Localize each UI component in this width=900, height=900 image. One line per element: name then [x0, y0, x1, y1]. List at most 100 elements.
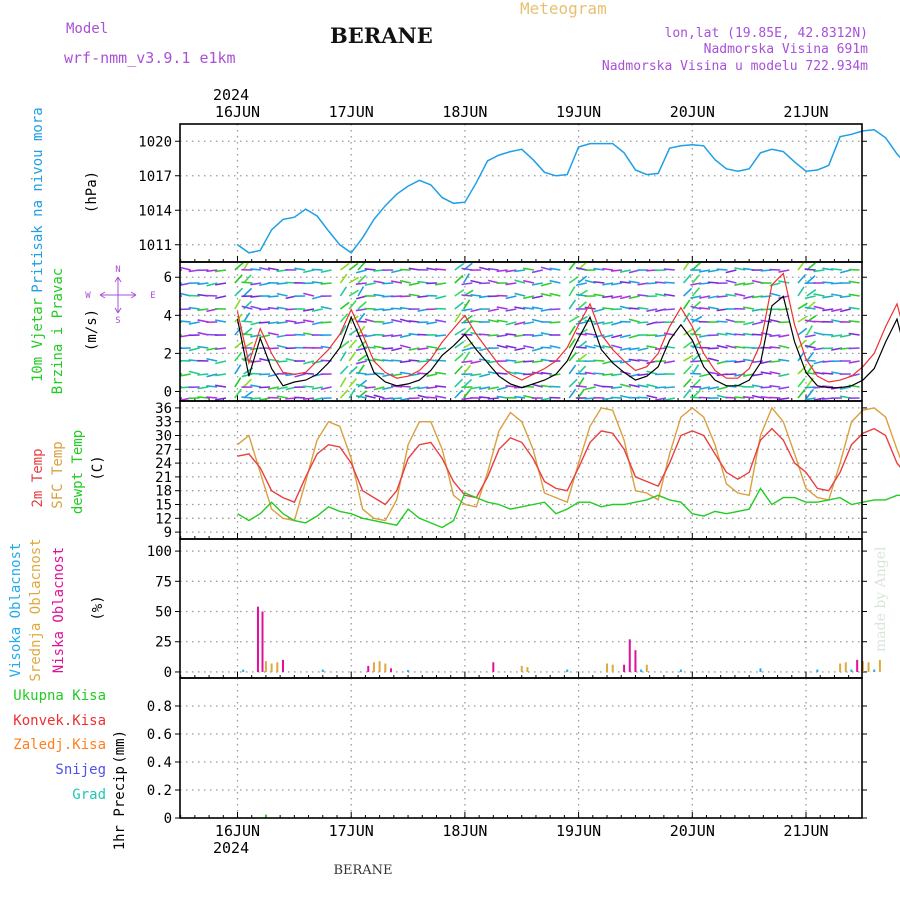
panel-labels: Pritisak na nivou mora (hPa) 10m Vjetar …	[8, 107, 156, 850]
wind-arrow	[522, 360, 535, 363]
y-tick-label: 0.4	[147, 755, 172, 771]
wind-arrow	[479, 373, 491, 378]
wind-arrow	[250, 397, 262, 400]
wind-arrow	[505, 333, 517, 336]
wind-arrow	[707, 269, 719, 273]
hail-label: Grad	[72, 787, 106, 803]
wind-arrow	[357, 312, 366, 323]
wind-arrow	[417, 386, 429, 390]
wind-arrow	[831, 308, 843, 313]
wind-arrow	[267, 358, 279, 362]
panel-frame	[179, 677, 863, 819]
wind-arrow	[382, 308, 394, 312]
compass-icon: N S W E	[85, 265, 155, 326]
wind-arrow	[593, 267, 605, 271]
wind-arrow	[716, 295, 728, 298]
wind-arrow	[584, 319, 596, 323]
model-elevation-text: Nadmorska Visina u modelu 722.934m	[602, 59, 868, 74]
wind-arrow	[355, 360, 367, 365]
wind-arrow	[505, 359, 517, 362]
wind-arrow	[531, 383, 543, 388]
wind-arrow	[663, 345, 675, 349]
wind-arrow	[531, 347, 544, 352]
wind-arrow	[267, 267, 279, 271]
top-day-label: 16JUN	[215, 103, 260, 121]
pressure-ylabel: Pritisak na nivou mora	[30, 107, 46, 292]
y-tick-label: 0.6	[147, 727, 172, 743]
wind-arrow	[357, 286, 365, 297]
wind-arrow	[716, 320, 728, 323]
wind-arrow	[348, 378, 357, 388]
wind-arrow	[743, 295, 755, 300]
wind-arrow	[454, 289, 465, 297]
wind-arrow	[514, 269, 526, 273]
wind-arrow	[610, 269, 623, 272]
wind-arrow	[619, 347, 631, 351]
wind-arrow	[243, 378, 252, 388]
wind-arrow	[593, 280, 605, 284]
wind-arrow	[602, 373, 614, 376]
wind-arrow	[848, 347, 860, 350]
wind-arrow	[523, 295, 535, 300]
wind-arrow	[797, 388, 806, 399]
wind-arrow	[531, 295, 543, 300]
wind-arrow	[663, 281, 675, 284]
wind-arrow	[180, 373, 191, 377]
y-tick-label: 0	[164, 384, 172, 400]
wind-arrow	[215, 360, 227, 365]
wind-arrow	[522, 306, 535, 310]
wind-arrow	[250, 384, 262, 388]
wind-arrow	[214, 347, 227, 351]
wind-arrow	[683, 354, 694, 362]
wind-arrow	[628, 358, 640, 362]
wind-arrow	[276, 321, 288, 325]
wind-arrow	[531, 269, 543, 274]
wind-arrow	[339, 377, 347, 388]
wind-arrow	[487, 319, 499, 323]
wind-arrow	[357, 262, 366, 271]
wind-arrow	[663, 308, 675, 311]
wind-arrow	[434, 334, 447, 337]
wind-arrow	[839, 308, 851, 313]
wind-arrow	[197, 345, 209, 349]
wind-arrow	[593, 372, 605, 375]
wind-arrow	[683, 287, 693, 297]
wind-arrow	[637, 358, 649, 362]
wind-arrow	[769, 371, 781, 375]
wind-arrow	[725, 269, 737, 274]
wind-arrow	[505, 308, 517, 312]
wind-arrow	[848, 320, 860, 323]
wind-arrow	[479, 266, 491, 271]
wind-arrow	[426, 396, 438, 399]
wind-arrow	[382, 373, 394, 378]
wind-arrow	[734, 360, 746, 364]
wind-arrow	[364, 373, 376, 376]
wind-arrow	[426, 321, 438, 325]
wind-arrow	[417, 321, 429, 324]
wind-arrow	[355, 383, 367, 388]
wind-arrow	[769, 334, 781, 338]
wind-arrow	[778, 280, 790, 284]
wind-arrow	[523, 267, 535, 271]
wind-arrow	[610, 373, 623, 377]
wind-arrow	[725, 293, 737, 297]
wind-arrow	[602, 267, 614, 271]
wind-arrow	[797, 327, 808, 336]
wind-ylabel-line1: 10m Vjetar	[30, 298, 46, 382]
wind-arrow	[628, 318, 640, 323]
wind-arrow	[577, 353, 588, 362]
wind-arrow	[568, 378, 578, 388]
wind-arrow	[611, 282, 623, 286]
wind-arrow	[479, 386, 491, 390]
wind-arrow	[303, 319, 315, 323]
wind-arrow	[339, 301, 350, 310]
wind-arrow	[813, 305, 825, 310]
wind-arrow	[426, 345, 438, 349]
wind-arrow	[505, 295, 517, 300]
wind-arrow	[505, 384, 517, 388]
wind-arrow	[568, 315, 580, 323]
wind-arrow	[197, 373, 209, 376]
wind-arrow	[734, 373, 746, 377]
wind-arrow	[417, 360, 429, 363]
